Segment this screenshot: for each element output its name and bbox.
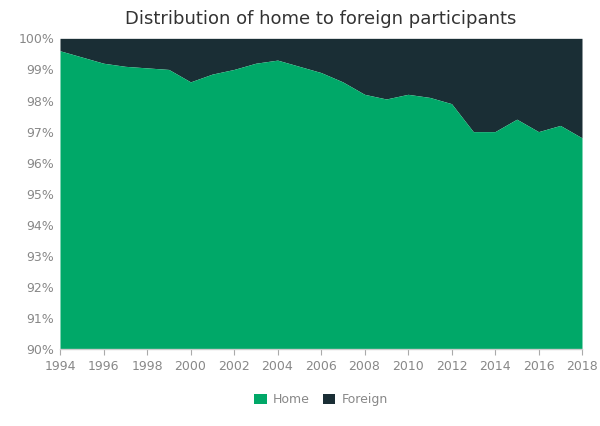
Legend: Home, Foreign: Home, Foreign xyxy=(250,389,392,412)
Title: Distribution of home to foreign participants: Distribution of home to foreign particip… xyxy=(125,11,517,29)
